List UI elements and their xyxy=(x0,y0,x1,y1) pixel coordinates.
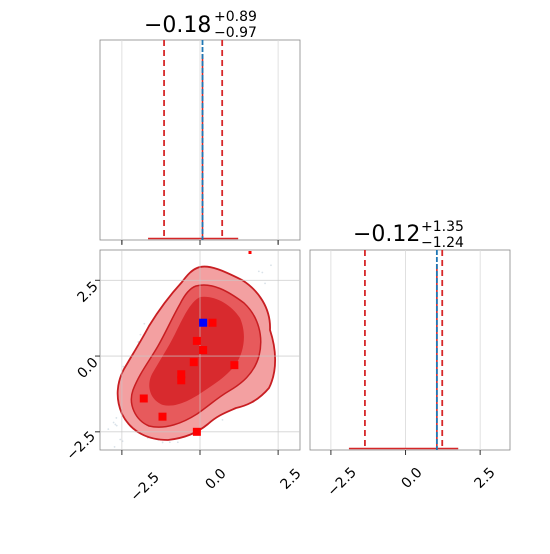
sample-dot xyxy=(257,270,260,273)
x-tick-label: 0.0 xyxy=(203,466,230,493)
x-tick-marks xyxy=(330,450,481,455)
sample-dot xyxy=(115,424,118,427)
red-marker xyxy=(192,427,201,436)
grid-lines xyxy=(121,40,279,240)
sample-dot xyxy=(270,264,272,267)
axes-background xyxy=(309,249,511,451)
red-marker xyxy=(199,346,208,354)
red-marker xyxy=(248,251,252,254)
y-tick-label: 2.5 xyxy=(75,279,102,306)
sample-dot xyxy=(176,441,179,444)
sample-dot xyxy=(168,441,171,444)
x-tick-labels: −2.5 0.0 2.5 xyxy=(325,464,499,499)
sample-dot xyxy=(264,282,266,285)
x-tick-labels: −2.5 0.0 2.5 xyxy=(128,466,305,505)
x-tick-label: 0.0 xyxy=(399,465,426,492)
panel-title-upper-error: +0.89 xyxy=(214,9,257,25)
contour-inner xyxy=(149,296,244,406)
red-marker xyxy=(139,394,148,403)
panel-title-upper-error: +1.35 xyxy=(421,219,464,235)
blue-marker xyxy=(199,318,208,327)
sample-dot xyxy=(261,271,264,274)
x-tick-label: −2.5 xyxy=(325,464,360,499)
x-tick-label: −2.5 xyxy=(128,469,163,504)
panel-title-lower-error: −0.97 xyxy=(214,25,257,41)
histogram-marks xyxy=(148,40,239,240)
x-tick-label: 2.5 xyxy=(472,465,499,492)
histogram-panel-param-1: −0.18 +0.89 −0.97 xyxy=(99,9,301,245)
y-tick-label: −2.5 xyxy=(64,428,99,463)
red-marker xyxy=(177,370,186,379)
x-tick-marks xyxy=(121,240,279,245)
sample-dot xyxy=(112,421,115,424)
sample-dot xyxy=(221,419,224,421)
x-tick-label: 2.5 xyxy=(278,466,305,493)
sample-dot xyxy=(161,441,164,444)
joint-contour-panel: −2.5 0.0 2.5 2.5 0.0 −2.5 xyxy=(64,249,305,505)
sample-dot xyxy=(114,423,117,426)
sample-dot xyxy=(119,438,122,441)
histogram-marks xyxy=(348,250,459,450)
histogram-panel-param-2: −0.12 +1.35 −1.24 −2.5 0.0 2.5 xyxy=(309,219,511,500)
tick-marks xyxy=(95,279,279,455)
sample-dot xyxy=(139,333,142,336)
red-marker xyxy=(158,412,167,421)
red-marker xyxy=(192,336,201,345)
y-tick-labels: 2.5 0.0 −2.5 xyxy=(64,279,102,464)
sample-markers xyxy=(139,251,252,436)
sample-dot xyxy=(107,428,110,431)
sample-dot xyxy=(143,322,146,325)
sample-dot xyxy=(122,365,125,368)
panel-title-value: −0.18 xyxy=(144,13,211,38)
red-marker xyxy=(189,358,198,367)
sample-dot xyxy=(113,446,116,448)
red-marker xyxy=(230,361,239,370)
grid-lines xyxy=(330,250,481,450)
sample-dot xyxy=(115,417,118,419)
panel-title-lower-error: −1.24 xyxy=(421,235,464,251)
red-marker xyxy=(208,318,217,327)
panel-title-value: −0.12 xyxy=(353,222,420,247)
y-tick-label: 0.0 xyxy=(75,355,102,382)
red-marker xyxy=(177,376,186,385)
